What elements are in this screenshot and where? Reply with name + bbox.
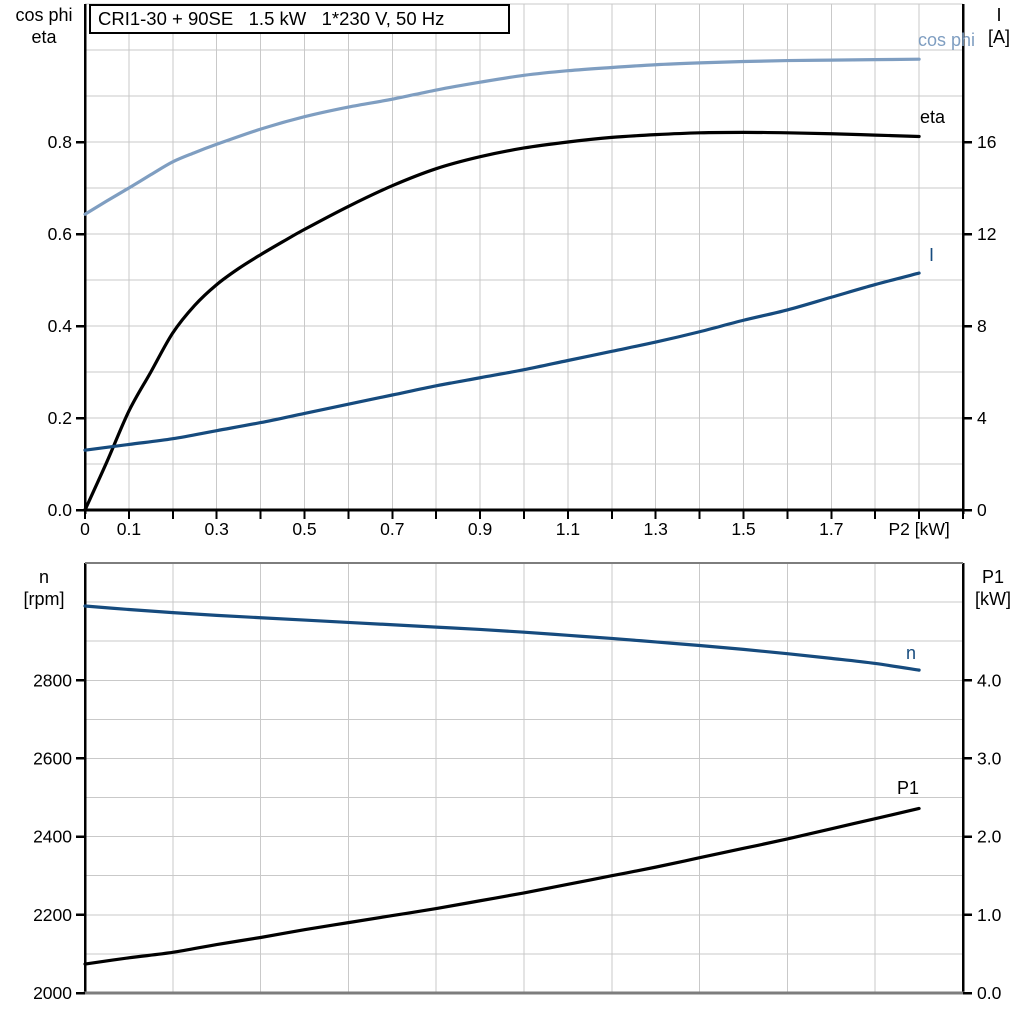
- cos-phi-curve-label: cos phi: [917, 30, 975, 50]
- curves: [83, 57, 921, 966]
- top-left-tick-label: 0.6: [48, 224, 72, 244]
- bottom-left-tick-label: 2000: [33, 983, 72, 1003]
- x-tick-label: 0.9: [468, 519, 492, 539]
- axis-title-p1: P1: [981, 567, 1005, 587]
- curve-eta: [83, 130, 921, 512]
- axis-title-rpm-unit: [rpm]: [23, 589, 65, 609]
- x-axis-unit-label: P2 [kW]: [888, 519, 949, 539]
- bottom-left-tick-label: 2800: [33, 670, 72, 690]
- curve-cos-phi: [83, 57, 921, 216]
- bottom-right-axis-title: P1 [kW]: [964, 566, 1022, 610]
- bottom-left-tick-label: 2200: [33, 905, 72, 925]
- curve-n: [83, 604, 921, 672]
- top-right-axis-title: I [A]: [976, 4, 1022, 48]
- axes: [83, 4, 965, 995]
- axis-title-speed: n: [38, 567, 49, 587]
- top-right-tick-label: 16: [977, 132, 996, 152]
- bottom-left-tick-label: 2400: [33, 827, 72, 847]
- axis-title-current: I: [996, 5, 1002, 25]
- tick-marks: [76, 140, 972, 995]
- bottom-right-tick-label: 0.0: [977, 983, 1002, 1003]
- top-right-tick-label: 12: [977, 224, 996, 244]
- top-chart-gridlines: [85, 3, 963, 510]
- p1-curve-label: P1: [897, 778, 920, 798]
- x-tick-label: 1.7: [819, 519, 843, 539]
- curve-i: [83, 271, 921, 452]
- curve-p1: [83, 806, 921, 966]
- speed-curve-label: n: [906, 643, 917, 663]
- x-tick-label: 0.3: [205, 519, 229, 539]
- axis-title-ampere-unit: [A]: [987, 27, 1010, 47]
- top-right-tick-label: 4: [977, 408, 987, 428]
- bottom-right-tick-label: 3.0: [977, 748, 1002, 768]
- bottom-chart-gridlines: [85, 563, 963, 993]
- top-left-tick-label: 0.4: [48, 316, 73, 336]
- bottom-left-axis-title: n [rpm]: [6, 566, 82, 610]
- top-left-tick-label: 0.0: [48, 500, 73, 520]
- top-left-tick-label: 0.8: [48, 132, 72, 152]
- eta-curve-label: eta: [920, 107, 946, 127]
- x-tick-label: 1.3: [644, 519, 668, 539]
- top-right-tick-label: 8: [977, 316, 987, 336]
- bottom-right-tick-label: 1.0: [977, 905, 1002, 925]
- bottom-right-tick-label: 2.0: [977, 827, 1002, 847]
- axis-title-cos-phi: cos phi: [15, 5, 73, 25]
- chart-title-box: CRI1-30 + 90SE 1.5 kW 1*230 V, 50 Hz: [89, 4, 510, 34]
- x-tick-label: 0.7: [380, 519, 404, 539]
- current-curve-label: I: [929, 245, 935, 265]
- bottom-left-tick-label: 2600: [33, 748, 72, 768]
- top-left-axis-title: cos phi eta: [6, 4, 82, 48]
- x-tick-label: 1.1: [556, 519, 580, 539]
- x-tick-label: 1.5: [731, 519, 755, 539]
- x-tick-label: 0: [80, 519, 90, 539]
- x-tick-label: 0.5: [292, 519, 316, 539]
- tick-labels: 0.0 0.2 0.4 0.6 0.8 0 4 8 12 16 0 0.1 0.3 0.5 0.7 0.9 1.…: [33, 132, 1002, 1003]
- top-left-tick-label: 0.2: [48, 408, 72, 428]
- x-tick-label: 0.1: [117, 519, 141, 539]
- axis-title-kw-unit: [kW]: [975, 589, 1011, 609]
- bottom-right-tick-label: 4.0: [977, 670, 1002, 690]
- top-right-tick-label: 0: [977, 500, 987, 520]
- axis-title-eta: eta: [31, 27, 57, 47]
